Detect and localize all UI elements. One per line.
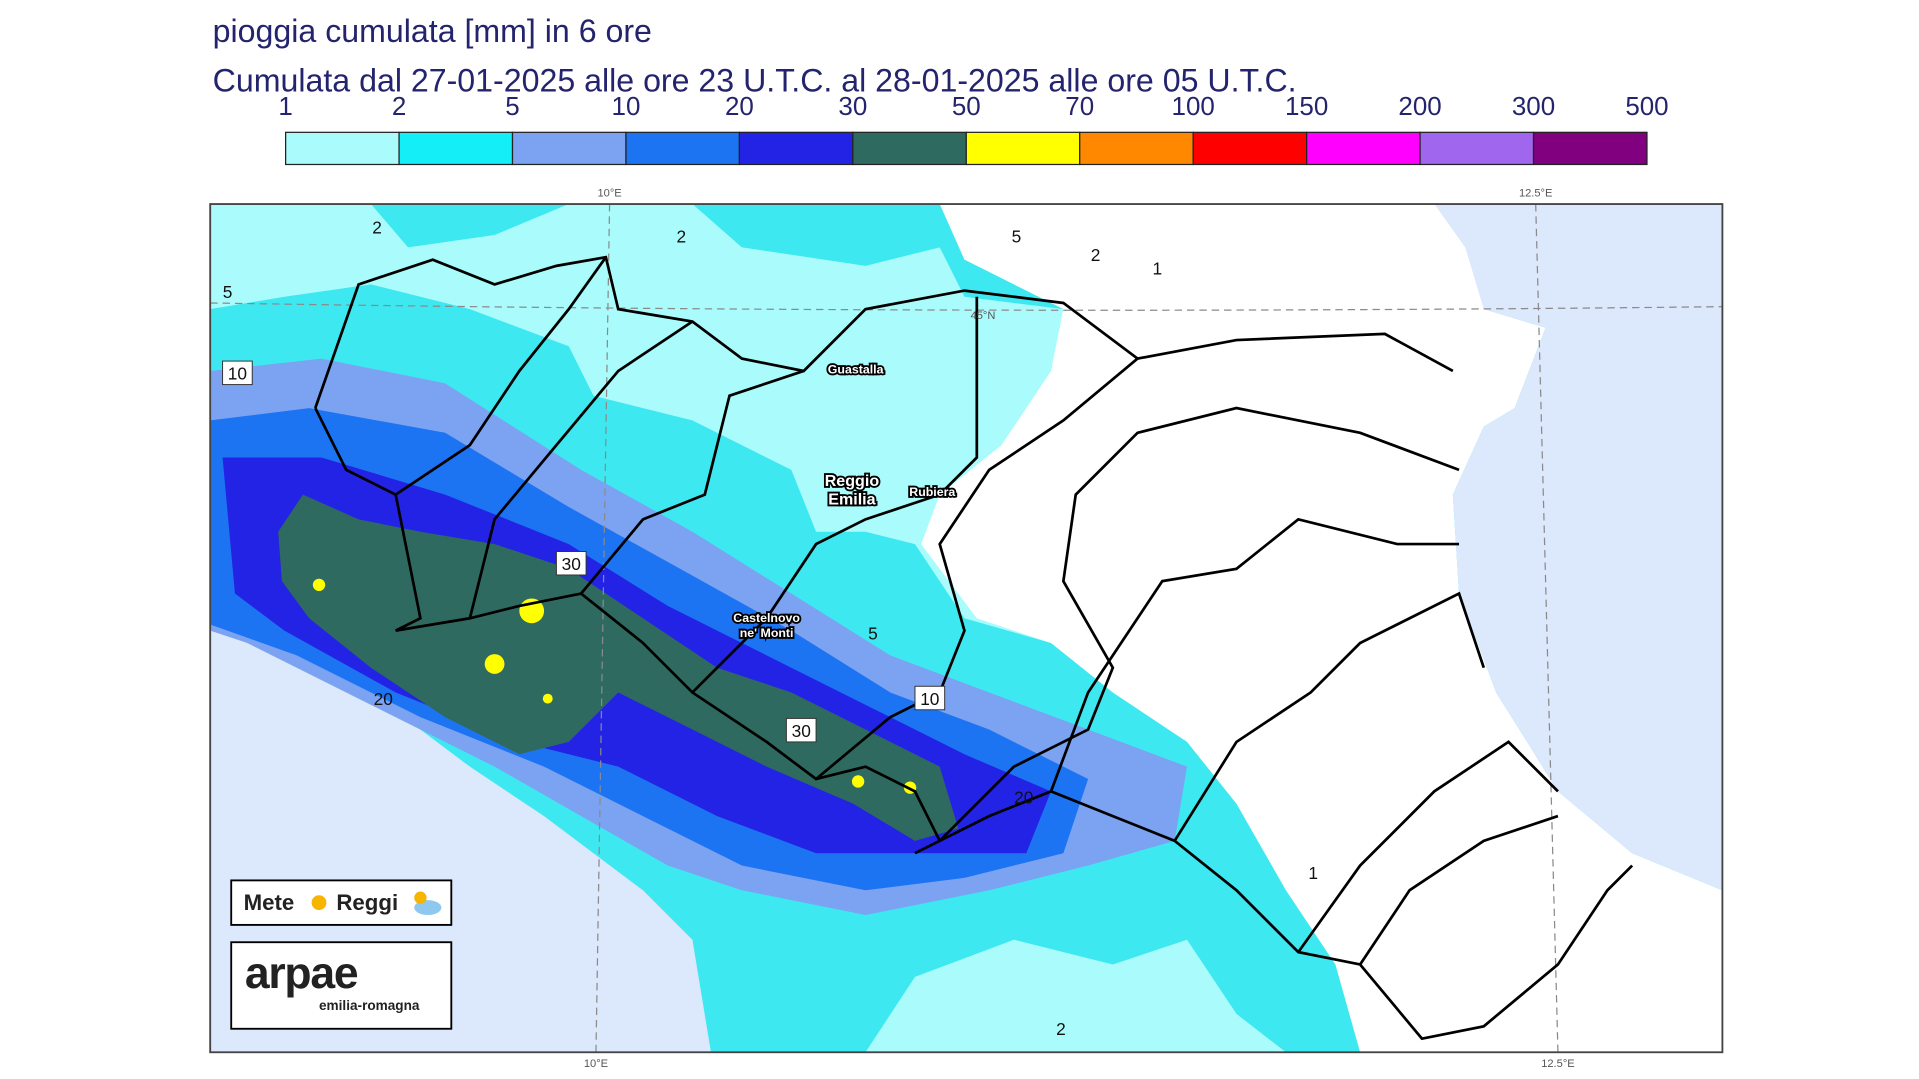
legend-label: 10 [612, 91, 641, 121]
legend-swatch [625, 131, 741, 166]
logo-text: Reggi [336, 890, 398, 915]
place-label: Guastalla [828, 362, 884, 376]
legend-swatch [965, 131, 1081, 166]
logo-box [230, 941, 453, 1030]
legend-label: 500 [1625, 91, 1668, 121]
contour-label: 20 [1014, 788, 1033, 808]
grid-label: 10°E [597, 188, 621, 200]
rain-field [210, 204, 1089, 643]
arpae-logo: arpae emilia-romagna [230, 941, 453, 1030]
legend-swatch [1192, 131, 1308, 166]
legend-swatch [1306, 131, 1421, 166]
place-label: Rubiera [909, 485, 955, 499]
cloud-icon [414, 900, 442, 916]
graticule [210, 204, 1723, 1053]
place-label: ne' Monti [740, 626, 794, 640]
place-label: Castelnovo [733, 611, 800, 625]
map-area [210, 204, 1723, 1053]
contour-label: 2 [1091, 245, 1101, 265]
rain-field [278, 494, 959, 841]
logo-text: Mete [244, 890, 295, 915]
legend-swatch [1419, 131, 1535, 166]
legend-label: 70 [1065, 91, 1094, 121]
contour-label: 1 [1153, 259, 1163, 279]
place-label: Reggio [825, 472, 880, 490]
legend-label: 30 [838, 91, 867, 121]
legend-label: 100 [1172, 91, 1215, 121]
rain-field [865, 939, 1286, 1053]
sea [1434, 204, 1723, 891]
logo-text: arpae [245, 949, 358, 998]
legend-label: 200 [1398, 91, 1441, 121]
legend-swatch [1079, 131, 1194, 166]
map-labels: 10°E 12.5°E 45°N 10°E 12.5°E Guastalla ReggioE… [222, 188, 1575, 1070]
grid-label: 45°N [971, 310, 996, 322]
grid-label: 10°E [584, 1058, 608, 1070]
legend-label: 1 [278, 91, 292, 121]
legend-swatch [1532, 131, 1648, 166]
contour-label-box [222, 360, 253, 386]
contour-label: 1 [1308, 863, 1318, 883]
legend-label: 150 [1285, 91, 1328, 121]
legend-label: 5 [505, 91, 519, 121]
contour-label: 5 [223, 282, 233, 302]
contour-label: 2 [676, 226, 686, 246]
contour-label-box [555, 550, 587, 576]
legend-label: 20 [725, 91, 754, 121]
legend-swatch [852, 131, 967, 166]
contour-label: 2 [1056, 1019, 1066, 1039]
legend-swatch [511, 131, 627, 166]
legend-swatch [738, 131, 854, 166]
grid-label: 12.5°E [1541, 1058, 1574, 1070]
grid-label: 12.5°E [1519, 188, 1552, 200]
contour-label: 2 [372, 218, 382, 238]
contour-label: 20 [374, 689, 393, 709]
place-label: Emilia [828, 491, 876, 509]
color-legend: 1 2 5 10 20 30 50 70 100 150 200 300 500 [278, 91, 1669, 166]
meteo-logo: Mete Reggi [230, 879, 453, 926]
title: pioggia cumulata [mm] in 6 ore [213, 13, 652, 49]
legend-label: 50 [952, 91, 981, 121]
subtitle: Cumulata dal 27-01-2025 alle ore 23 U.T.… [213, 63, 1297, 99]
contour-label: 30 [792, 721, 811, 741]
legend-swatch [398, 131, 514, 166]
contour-label: 30 [562, 554, 581, 574]
contour-label: 10 [920, 689, 939, 709]
legend-label: 300 [1512, 91, 1555, 121]
sun-icon [311, 895, 327, 911]
contour-label-box [914, 685, 946, 711]
contour-label-box [785, 717, 817, 743]
logo-box [230, 879, 453, 926]
map-frame [209, 203, 1724, 1054]
contour-label: 5 [868, 623, 878, 643]
basin-borders [314, 255, 1634, 1041]
contour-label: 10 [228, 364, 247, 384]
contour-label: 5 [1012, 226, 1022, 246]
legend-label: 2 [392, 91, 406, 121]
dry-land [921, 204, 1723, 1053]
sun-icon [414, 891, 427, 904]
logo-subtext: emilia-romagna [319, 998, 420, 1013]
legend-swatch [285, 131, 400, 166]
